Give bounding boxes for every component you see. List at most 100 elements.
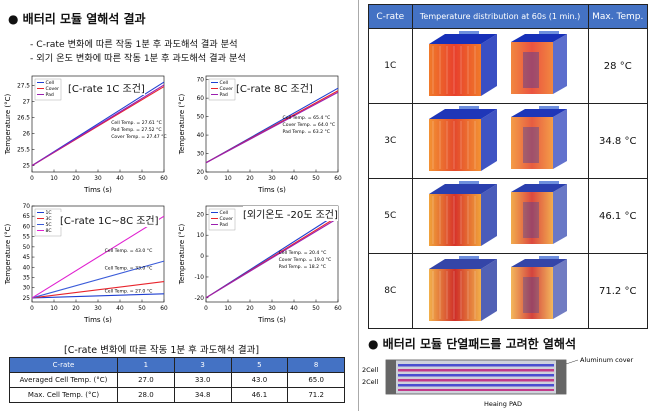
y-tick-label: 50 [197,115,205,121]
table-row: 3C 34.8 °C [368,103,648,179]
legend-entry: Cell [46,80,55,86]
insulation-pad-diagram: 2Cell 2Cell Aluminum cover Heaing PAD [362,356,634,408]
y-tick-label: 35 [23,275,31,281]
left-title-text: 배터리 모듈 열해석 결과 [22,12,146,26]
y-tick-label: -10 [195,275,205,281]
y-tick-label: 10 [197,233,205,239]
legend-entry: Pad [220,92,228,98]
x-tick-label: 10 [50,306,58,312]
table-row: 5C 46.1 °C [368,178,648,254]
bullet-2-text: 외기 온도 변화에 따른 작동 1분 후 과도해석 결과 분석 [36,53,246,64]
thermal-module-3d [429,30,568,96]
bullet-1-text: C-rate 변화에 따른 작동 1분 후 과도해석 결과 분석 [36,39,238,50]
annotation: Pad Temp. = 18.2 °C [279,264,326,270]
series-line-5C [31,260,165,299]
x-tick-label: 20 [72,306,80,312]
y-tick-label: 30 [197,152,205,158]
y-tick-label: 60 [197,96,205,102]
x-axis-label: Tims (s) [83,186,112,194]
table-cell: 46.1 [230,387,289,403]
y-tick-label: 25 [23,296,31,302]
header-cell: C-rate [9,357,118,373]
condition-label-1c-8c: [C-rate 1C~8C 조건] [60,212,159,227]
thermal-image-cell [411,178,589,254]
x-tick-label: 10 [224,176,232,182]
thermal-image-cell [411,103,589,179]
series-line-3C [31,281,165,299]
table-cell: 27.0 [117,372,175,388]
y-tick-label: -20 [195,296,205,302]
thermal-image [429,30,568,96]
legend-entry: Cell [220,80,229,86]
thermal-module-3d [429,180,568,246]
module-cross-section [385,359,567,395]
x-tick-label: 20 [246,176,254,182]
c-rate-cell: 1C [368,28,413,104]
series-line-Pad [31,84,165,167]
legend-entry: Cover [220,86,234,92]
diagram-left-label-2: 2Cell [362,378,378,386]
max-temp-cell: 28 °C [587,28,648,104]
y-tick-label: 26 [23,132,31,138]
header-cell: C-rate [368,4,413,29]
y-tick-label: 50 [23,245,31,251]
y-axis-label: Temperature (°C) [4,94,12,156]
max-temp-cell: 46.1 °C [587,178,648,254]
x-tick-label: 60 [160,306,168,312]
diagram-right-label: Aluminum cover [580,356,634,364]
bullet-dot-icon: ● [368,337,383,351]
y-tick-label: 27.5 [17,84,30,90]
y-tick-label: 40 [197,133,205,139]
x-axis-label: Tims (s) [257,186,286,194]
y-tick-label: 40 [23,265,31,271]
table-cell: 65.0 [287,372,345,388]
x-tick-label: 40 [290,306,298,312]
series-line-1C [31,293,165,299]
series-line-Pad [205,91,339,164]
annotation: Cover Temp. = 27.47 °C [111,134,167,140]
y-axis-label: Temperature (°C) [178,94,186,156]
y-tick-label: 65 [23,214,31,220]
annotation: Cell Temp. = 33.0 °C [105,265,153,271]
table-cell: 71.2 [287,387,345,403]
header-cell: Temperature distribution at 60s (1 min.) [411,4,589,29]
legend-entry: 8C [46,228,52,234]
y-tick-label: 30 [23,286,31,292]
x-tick-label: 20 [72,176,80,182]
x-tick-label: 10 [224,306,232,312]
x-axis-label: Tims (s) [257,316,286,324]
x-tick-label: 60 [334,176,342,182]
x-tick-label: 40 [116,306,124,312]
y-axis-label: Temperature (°C) [178,224,186,286]
thermal-image [429,255,568,321]
legend-entry: Pad [46,92,54,98]
right-title-text: 배터리 모듈 단열패드를 고려한 열해석 [382,337,577,351]
header-cell: 1 [117,357,175,373]
y-tick-label: 70 [197,78,205,84]
y-axis-label: Temperature (°C) [4,224,12,286]
max-temp-cell: 71.2 °C [587,253,648,329]
table-cell: 43.0 [230,372,289,388]
header-cell: Max. Temp. [587,4,648,29]
thermal-image-cell [411,28,589,104]
x-tick-label: 10 [50,176,58,182]
legend-entry: Pad [220,222,228,228]
diagram-bottom-label: Heaing PAD [484,400,522,408]
max-temp-cell: 34.8 °C [587,103,648,179]
x-tick-label: 40 [290,176,298,182]
annotation: Cover Temp. = 19.0 °C [279,257,332,263]
y-tick-label: 55 [23,235,31,241]
thermal-image [429,180,568,246]
table-row: Averaged Cell Temp. (°C) 27.0 33.0 43.0 … [9,372,345,388]
bullet-item-2: - 외기 온도 변화에 따른 작동 1분 후 과도해석 결과 분석 [30,53,246,64]
y-tick-label: 0 [200,254,204,260]
thermal-module-3d [429,255,568,321]
y-tick-label: 27 [23,100,31,106]
x-tick-label: 30 [268,306,276,312]
x-tick-label: 30 [268,176,276,182]
thermal-module-3d [429,105,568,171]
legend-entry: Cell [220,210,229,216]
results-table: C-rate 1 3 5 8 Averaged Cell Temp. (°C) … [9,357,345,403]
x-tick-label: 30 [94,306,102,312]
